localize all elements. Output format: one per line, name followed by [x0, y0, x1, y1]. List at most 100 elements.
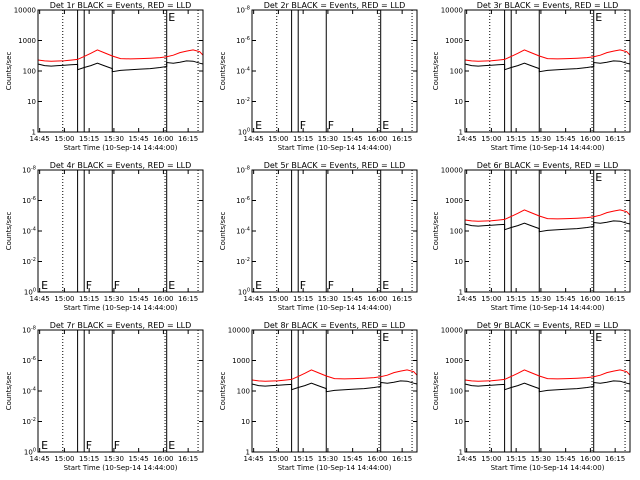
x-tick-label: 16:15 — [392, 295, 412, 303]
y-tick-label: 100 — [23, 68, 36, 76]
x-tick-label: 15:30 — [531, 455, 551, 463]
x-tick-label: 15:00 — [54, 455, 74, 463]
y-axis-label: Counts/sec — [432, 212, 440, 251]
y-tick-label: 10 — [454, 418, 463, 426]
x-tick-label: 16:00 — [367, 295, 387, 303]
x-tick-label: 15:45 — [129, 135, 149, 143]
marker-e: E — [382, 119, 389, 132]
x-tick-label: 15:45 — [343, 135, 363, 143]
y-tick-label: 10-2 — [22, 417, 36, 426]
panel-title: Det 5r BLACK = Events, RED = LLD — [264, 161, 406, 170]
x-axis-label: Start Time (10-Sep-14 14:44:00) — [64, 304, 178, 312]
x-tick-label: 16:00 — [580, 295, 600, 303]
x-tick-label: 15:00 — [481, 135, 501, 143]
marker-e: E — [382, 331, 389, 344]
x-tick-label: 15:15 — [79, 295, 99, 303]
x-tick-label: 15:15 — [293, 455, 313, 463]
y-tick-label: 100 — [238, 128, 250, 137]
panel-title: Det 2r BLACK = Events, RED = LLD — [264, 1, 406, 10]
y-axis-label: Counts/sec — [219, 372, 227, 411]
y-tick-label: 1000 — [18, 37, 36, 45]
x-tick-label: 15:45 — [556, 135, 576, 143]
y-tick-label: 100 — [24, 448, 36, 457]
y-tick-label: 1 — [32, 129, 36, 137]
x-tick-label: 15:30 — [104, 135, 124, 143]
y-tick-label: 1 — [246, 449, 250, 457]
x-tick-label: 14:45 — [30, 135, 50, 143]
x-tick-label: 15:00 — [268, 455, 288, 463]
x-tick-label: 14:45 — [457, 455, 477, 463]
x-tick-label: 15:00 — [268, 295, 288, 303]
panel-title: Det 4r BLACK = Events, RED = LLD — [50, 161, 192, 170]
marker-f: F — [328, 279, 334, 292]
y-tick-label: 10-6 — [22, 356, 36, 365]
marker-e: E — [41, 439, 48, 452]
y-tick-label: 10000 — [441, 327, 463, 335]
panel-title: Det 7r BLACK = Events, RED = LLD — [50, 321, 192, 330]
y-tick-label: 10 — [241, 418, 250, 426]
y-axis-label: Counts/sec — [5, 372, 13, 411]
series-events — [464, 220, 631, 233]
x-axis-label: Start Time (10-Sep-14 14:44:00) — [278, 144, 392, 152]
marker-e: E — [168, 439, 175, 452]
y-tick-label: 10-6 — [22, 196, 36, 205]
x-tick-label: 15:30 — [318, 455, 338, 463]
marker-e: E — [595, 11, 602, 24]
x-tick-label: 16:15 — [392, 135, 412, 143]
x-tick-label: 16:15 — [605, 135, 625, 143]
y-tick-label: 1000 — [445, 197, 463, 205]
series-events — [37, 60, 204, 73]
y-tick-label: 10 — [454, 258, 463, 266]
marker-e: E — [382, 279, 389, 292]
x-tick-label: 16:15 — [178, 455, 198, 463]
panel-title: Det 3r BLACK = Events, RED = LLD — [477, 1, 619, 10]
y-tick-label: 10000 — [441, 7, 463, 15]
marker-e: E — [168, 279, 175, 292]
x-tick-label: 16:15 — [178, 295, 198, 303]
y-tick-label: 1 — [459, 289, 463, 297]
x-tick-label: 15:00 — [481, 295, 501, 303]
y-tick-label: 10-8 — [236, 6, 250, 15]
x-tick-label: 14:45 — [244, 455, 264, 463]
y-tick-label: 100 — [450, 68, 463, 76]
series-events — [464, 380, 631, 393]
marker-e: E — [595, 171, 602, 184]
marker-f: F — [86, 279, 92, 292]
x-axis-label: Start Time (10-Sep-14 14:44:00) — [491, 144, 605, 152]
x-tick-label: 14:45 — [30, 455, 50, 463]
y-tick-label: 100 — [237, 388, 250, 396]
x-tick-label: 15:15 — [79, 135, 99, 143]
marker-e: E — [41, 279, 48, 292]
y-axis-label: Counts/sec — [219, 212, 227, 251]
x-tick-label: 15:00 — [54, 295, 74, 303]
y-axis-label: Counts/sec — [219, 52, 227, 91]
y-tick-label: 1000 — [445, 37, 463, 45]
series-events — [251, 380, 418, 393]
y-tick-label: 10000 — [441, 167, 463, 175]
y-tick-label: 10-2 — [22, 257, 36, 266]
x-tick-label: 15:30 — [104, 295, 124, 303]
panel-title: Det 6r BLACK = Events, RED = LLD — [477, 161, 619, 170]
x-tick-label: 16:15 — [392, 455, 412, 463]
y-tick-label: 10-8 — [22, 326, 36, 335]
y-tick-label: 10-2 — [236, 97, 250, 106]
panel-title: Det 8r BLACK = Events, RED = LLD — [264, 321, 406, 330]
x-tick-label: 15:45 — [129, 295, 149, 303]
x-tick-label: 15:15 — [506, 295, 526, 303]
y-tick-label: 1 — [459, 129, 463, 137]
series-lld — [464, 49, 631, 62]
x-tick-label: 15:15 — [506, 455, 526, 463]
series-lld — [464, 369, 631, 382]
y-axis-label: Counts/sec — [5, 212, 13, 251]
x-axis-label: Start Time (10-Sep-14 14:44:00) — [64, 464, 178, 472]
series-lld — [37, 49, 204, 62]
x-tick-label: 16:00 — [153, 295, 173, 303]
y-tick-label: 10-8 — [22, 166, 36, 175]
y-tick-label: 10-4 — [236, 227, 250, 236]
y-tick-label: 100 — [24, 288, 36, 297]
panel-title: Det 9r BLACK = Events, RED = LLD — [477, 321, 619, 330]
x-tick-label: 15:30 — [531, 135, 551, 143]
